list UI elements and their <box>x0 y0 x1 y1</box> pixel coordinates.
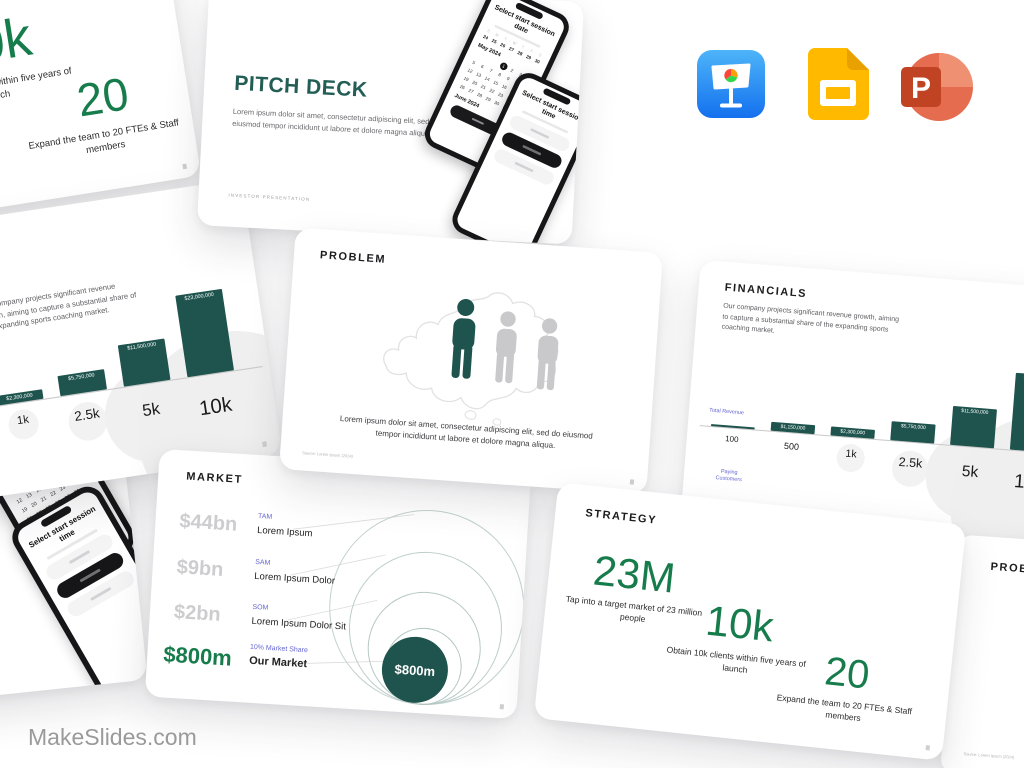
slide-title: FINANCIALS <box>724 281 808 301</box>
market-value: $9bn <box>176 556 225 581</box>
stat-value: 20 <box>73 67 133 127</box>
stat-value: 23M <box>591 546 678 602</box>
site-watermark: MakeSlides.com <box>28 724 197 750</box>
stat-caption: Tap into a target market of 23 million p… <box>565 593 703 624</box>
source-note: Source: Lorem Ipsum (2024) <box>963 751 1015 760</box>
stat-caption: Obtain 10k clients within five years of … <box>666 644 807 675</box>
slide-strategy: STRATEGY 23M Tap into a target market of… <box>533 482 967 761</box>
source-note: Source: Lorem Ipsum (2024) <box>302 450 354 459</box>
bar: $23,000,000 <box>1009 372 1024 453</box>
bar: $5,750,000 <box>890 421 936 444</box>
slide-market: MARKET $800m $44bn TAM Lorem Ipsum $9bn … <box>144 448 532 720</box>
slide-cover: PITCH DECK Lorem ipsum dolor sit amet, c… <box>196 0 585 245</box>
x-tick: 1k <box>845 447 858 461</box>
bar: $11,500,000 <box>950 405 997 449</box>
google-slides-icon <box>808 48 869 120</box>
x-tick: 500 <box>783 440 800 452</box>
slide-body: Our company projects significant revenue… <box>721 302 900 335</box>
page-number <box>182 163 188 170</box>
x-tick: 2.5k <box>73 405 101 425</box>
slide-title: PITCH DECK <box>233 71 369 102</box>
x-tick: 5k <box>141 399 162 421</box>
page-number <box>499 704 504 710</box>
market-value: $2bn <box>173 601 222 626</box>
slide-problem: PROBLEM Lorem ipsum dolor sit amet, cons… <box>279 227 663 495</box>
page-number <box>262 441 268 448</box>
bar: $2,300,000 <box>830 426 876 439</box>
x-tick: 10k <box>1013 471 1024 495</box>
powerpoint-icon: P <box>901 53 973 121</box>
bar: $23,000,000 <box>175 288 235 378</box>
person-icon-highlighted <box>451 299 476 379</box>
page-number <box>925 745 931 751</box>
market-value: $44bn <box>178 510 238 536</box>
page-number <box>629 479 635 485</box>
bar: $230,000 <box>710 424 755 430</box>
stat-value: 20 <box>822 649 872 698</box>
powerpoint-letter: P <box>911 72 931 105</box>
person-icon <box>495 311 517 384</box>
market-bubble-value: $800m <box>394 662 435 679</box>
slide-title: PROBLEM <box>319 249 387 266</box>
market-tag: SOM <box>252 603 269 612</box>
x-tick: 1k <box>16 412 30 428</box>
x-tick: 100 <box>724 434 739 445</box>
market-value-our: $800m <box>162 641 233 671</box>
market-circles-diagram: $800m <box>285 509 525 705</box>
stat-value: 10k <box>703 596 776 651</box>
slide-footer: INVESTOR PRESENTATION <box>228 192 311 202</box>
slide-body: Lorem ipsum dolor sit amet, consectetur … <box>232 106 441 138</box>
stat-caption: Expand the team to 20 FTEs & Staff membe… <box>776 692 913 723</box>
bar: $5,750,000 <box>57 369 108 397</box>
x-tick: 10k <box>197 393 234 421</box>
bar: $2,300,000 <box>0 389 44 406</box>
x-tick: 5k <box>961 462 979 482</box>
slide-title: PROBLEM <box>990 560 1024 578</box>
bar: $1,150,000 <box>770 421 816 435</box>
keynote-icon <box>697 50 765 118</box>
bar: $11,500,000 <box>117 338 171 387</box>
market-tag: SAM <box>254 558 271 567</box>
market-tag: TAM <box>257 512 273 521</box>
person-icon <box>536 318 559 391</box>
slide-title: STRATEGY <box>584 507 658 527</box>
x-tick: 2.5k <box>898 454 923 471</box>
